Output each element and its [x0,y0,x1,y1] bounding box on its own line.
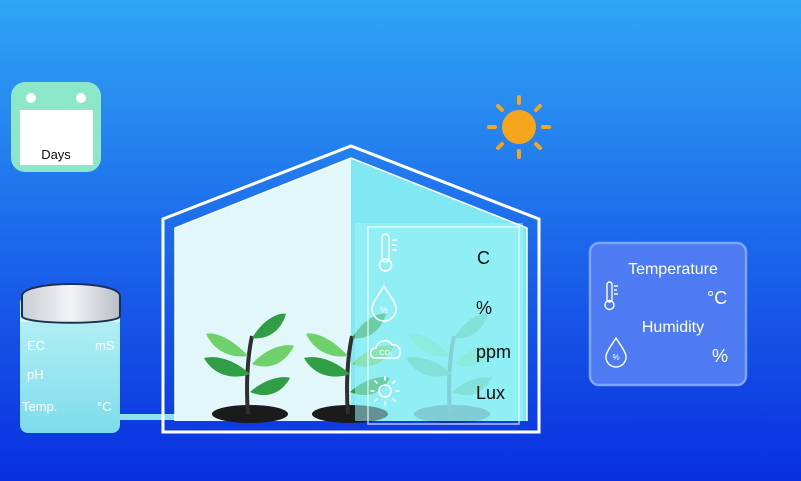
sensor-panel-frame [367,226,520,425]
greenhouse-temperature-unit: C [477,248,490,268]
humidity-drop-icon: % [605,336,627,368]
climate-card[interactable]: Temperature °C Humidity % % [588,241,748,387]
humidity-drop-icon: % [371,284,397,322]
svg-text:%: % [612,353,619,362]
greenhouse-inner-outline [174,157,528,421]
calendar-ring-icon [76,93,86,103]
svg-text:%: % [380,305,388,315]
greenhouse: % CO₂ C % ppm Lux [161,144,541,434]
tank-cap [21,283,121,324]
tank-ph-label: pH [27,367,44,382]
sensor-panel [355,223,523,421]
water-pipe [118,414,178,420]
svg-text:CO₂: CO₂ [379,350,393,357]
sun-icon [487,95,551,159]
calendar-label: Days [41,147,71,162]
tank-temp-unit: °C [97,399,112,414]
greenhouse-left-wall [175,158,351,421]
sun-light-icon [370,376,400,406]
calendar-page [20,110,93,165]
tank-temp-label: Temp. [22,399,57,414]
climate-temperature-label: Temperature [628,261,718,278]
tank-ec-unit: mS [95,338,115,353]
thermometer-icon [604,281,618,311]
co2-cloud-icon: CO₂ [369,339,401,359]
greenhouse-light-unit: Lux [476,383,505,403]
tank-body [20,295,120,433]
tank-ec-label: EC [27,338,45,353]
nutrient-tank: EC mS pH Temp. °C [20,283,121,433]
climate-humidity-unit: % [712,346,728,366]
calendar-widget[interactable]: Days [11,82,101,172]
calendar-ring-icon [26,93,36,103]
greenhouse-outline [161,144,541,434]
climate-temperature-unit: °C [707,288,727,308]
thermometer-icon [378,233,397,272]
climate-humidity-label: Humidity [642,319,704,336]
climate-card-frame [588,241,748,387]
greenhouse-co2-unit: ppm [476,342,511,362]
greenhouse-humidity-unit: % [476,298,492,318]
